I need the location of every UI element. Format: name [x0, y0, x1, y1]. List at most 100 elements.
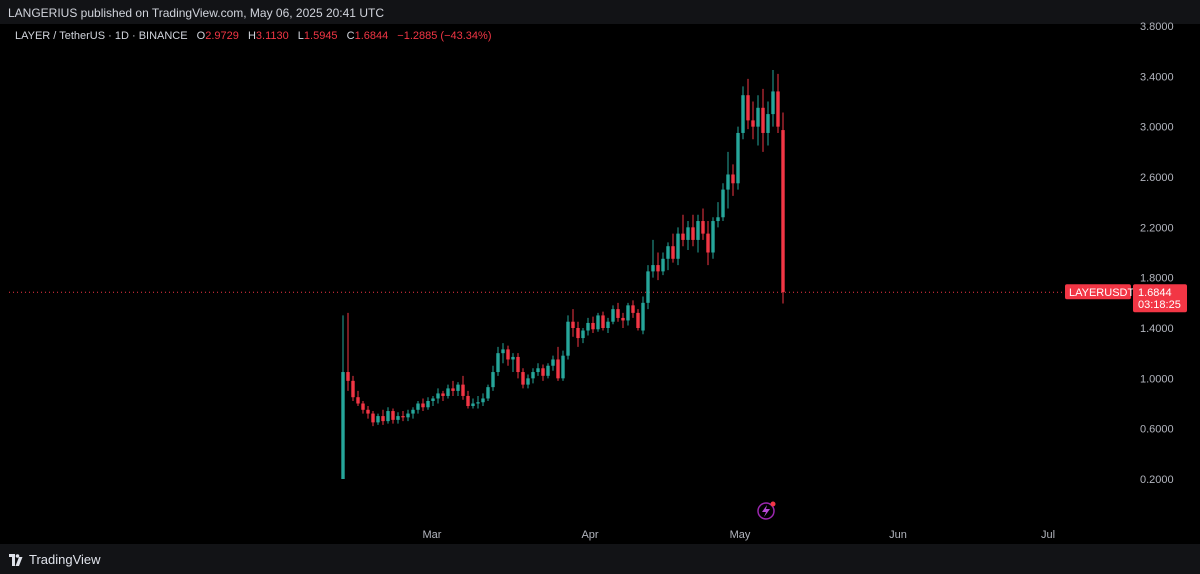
y-tick-label: 1.0000 — [1140, 373, 1174, 385]
candle — [751, 101, 755, 140]
candle-body — [416, 403, 420, 410]
close-value: 1.6844 — [354, 30, 389, 42]
candle — [471, 398, 475, 409]
candle-body — [546, 365, 550, 376]
candle — [581, 328, 585, 344]
candle-body — [636, 312, 640, 328]
candle — [726, 151, 730, 209]
candle-body — [361, 403, 365, 410]
x-tick-label: May — [730, 529, 751, 541]
candle-body — [401, 416, 405, 418]
chart-area[interactable] — [9, 24, 1190, 544]
candle-body — [501, 349, 505, 354]
candle — [451, 380, 455, 396]
candle-body — [456, 384, 460, 391]
candle — [711, 217, 715, 259]
candle — [611, 305, 615, 325]
y-tick-label: 0.6000 — [1140, 424, 1174, 436]
candle-body — [731, 174, 735, 184]
high-value: 3.1130 — [255, 30, 289, 42]
candle-body — [591, 322, 595, 330]
candle — [691, 214, 695, 247]
top-bar: LANGERIUS published on TradingView.com, … — [0, 0, 1200, 24]
y-tick-label: 2.2000 — [1140, 222, 1174, 234]
candle-body — [781, 130, 785, 293]
open-value: 2.9729 — [205, 30, 239, 42]
candle-body — [491, 372, 495, 388]
candle — [721, 183, 725, 222]
candle — [756, 95, 760, 146]
candle-body — [631, 305, 635, 313]
candle-body — [601, 315, 605, 328]
tradingview-logo[interactable]: TradingView — [9, 552, 101, 567]
candle — [391, 408, 395, 424]
candle — [496, 346, 500, 376]
candle — [651, 239, 655, 278]
candle-body — [741, 95, 745, 133]
y-tick-label: 1.8000 — [1140, 273, 1174, 285]
candle — [401, 411, 405, 422]
candle — [771, 70, 775, 127]
candle-body — [551, 359, 555, 366]
candle-body — [761, 107, 765, 133]
candle-body — [671, 246, 675, 259]
candle-body — [666, 246, 670, 259]
candle — [351, 375, 355, 401]
candle-body — [606, 321, 610, 328]
candle-body — [566, 321, 570, 356]
candle — [546, 363, 550, 379]
candle — [671, 233, 675, 263]
candle-body — [371, 413, 375, 423]
price-tag-value: 1.6844 — [1138, 287, 1172, 299]
candle-body — [621, 317, 625, 321]
bottom-bar: TradingView — [0, 544, 1200, 574]
candle — [441, 390, 445, 401]
low-value: 1.5945 — [303, 30, 338, 42]
publish-info: LANGERIUS published on TradingView.com, … — [8, 6, 384, 20]
candle-body — [686, 227, 690, 240]
candle-body — [516, 356, 520, 373]
candle-body — [736, 132, 740, 184]
candle — [656, 252, 660, 281]
candle — [716, 202, 720, 228]
candle — [646, 265, 650, 310]
symbol-name[interactable]: LAYER / TetherUS · 1D · BINANCE — [15, 30, 188, 42]
candle-body — [721, 189, 725, 218]
candle-body — [486, 387, 490, 399]
candle-body — [571, 321, 575, 328]
candle — [346, 312, 350, 391]
candle — [356, 390, 360, 407]
candle-body — [476, 402, 480, 404]
candle — [776, 73, 780, 133]
candle — [761, 88, 765, 152]
candle — [731, 164, 735, 196]
symbol-legend: LAYER / TetherUS · 1D · BINANCE O2.9729 … — [15, 30, 491, 42]
candle-body — [586, 322, 590, 331]
candle — [361, 400, 365, 414]
lightning-icon[interactable] — [757, 501, 776, 520]
close-label: C — [346, 30, 355, 42]
candle — [526, 374, 530, 389]
x-tick-label: Jun — [889, 529, 907, 541]
candle-body — [346, 372, 350, 381]
candle — [541, 364, 545, 381]
candle-body — [696, 221, 700, 240]
candle-body — [496, 353, 500, 373]
candle — [556, 346, 560, 381]
candle-body — [391, 411, 395, 420]
candle-body — [576, 328, 580, 339]
candle-body — [536, 368, 540, 373]
candle-body — [556, 359, 560, 379]
candle-body — [466, 395, 470, 407]
candle-body — [436, 393, 440, 399]
candle — [781, 112, 785, 304]
candle-body — [691, 227, 695, 240]
candle — [666, 242, 670, 271]
candle-body — [471, 403, 475, 407]
candle-body — [561, 355, 565, 379]
candle — [686, 221, 690, 250]
y-tick-label: 0.2000 — [1140, 474, 1174, 486]
candle — [446, 384, 450, 399]
candle — [481, 393, 485, 407]
